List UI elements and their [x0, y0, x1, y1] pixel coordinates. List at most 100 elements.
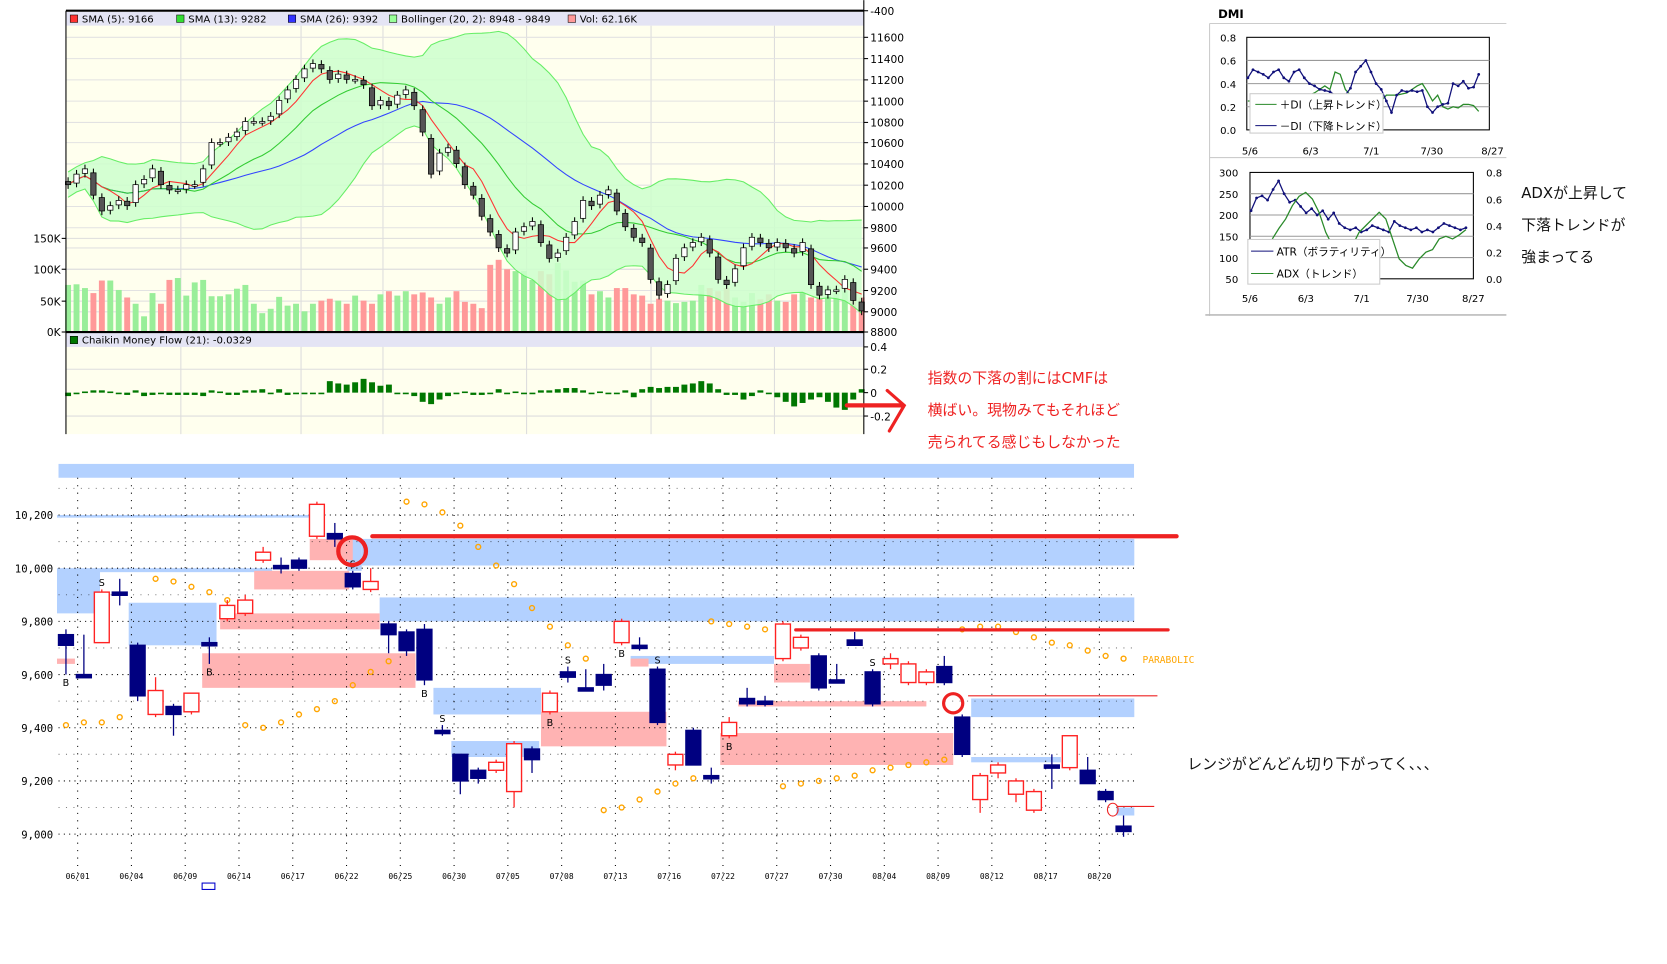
candle-body — [846, 639, 863, 646]
cmf-bar — [98, 390, 105, 393]
minus-di-point — [1441, 103, 1445, 106]
cmf-bar — [681, 384, 688, 393]
volume-tick-label: 150K — [33, 233, 61, 246]
volume-bar — [301, 311, 308, 333]
dmi-note-line-3: 強まってる — [1521, 248, 1594, 266]
atr-point — [1249, 209, 1253, 213]
y-left-tick-label: 100 — [1219, 254, 1238, 265]
volume-bar — [419, 292, 426, 333]
y-left-tick-label: 300 — [1219, 169, 1238, 180]
cmf-bar — [259, 389, 266, 393]
cmf-bar — [808, 392, 814, 400]
volume-bar — [487, 264, 494, 333]
support-zone — [309, 538, 353, 561]
parabolic-dot — [439, 509, 446, 516]
parabolic-dot — [1120, 655, 1127, 662]
volume-bar — [385, 291, 392, 333]
cmf-bar — [183, 392, 190, 395]
candle-body — [344, 572, 361, 588]
cmf-legend: Chaikin Money Flow (21): -0.0329 — [82, 336, 252, 347]
cmf-bar — [402, 392, 409, 395]
candle-body — [107, 205, 114, 211]
cmf-tick-label: -0.2 — [870, 410, 891, 423]
candle-body — [541, 692, 559, 713]
bollinger-upper — [67, 30, 862, 223]
volume-bar — [98, 280, 105, 333]
candle-body — [537, 224, 544, 243]
cmf-bar — [757, 390, 764, 393]
candle-body — [360, 79, 367, 86]
signal-buy: B — [421, 689, 428, 700]
y-right-tick-label: 0.4 — [1486, 222, 1502, 233]
cmf-bar — [647, 386, 654, 393]
atr-point — [1304, 211, 1308, 215]
cmf-bar — [293, 392, 299, 395]
candle-body — [368, 87, 376, 107]
y-tick-label: 9,600 — [21, 669, 53, 682]
y-tick-label: 0.4 — [1220, 80, 1236, 91]
legend-entry: SMA (13): 9282 — [188, 14, 266, 25]
cmf-bar — [529, 392, 536, 395]
x-tick-label: 07/16 — [657, 872, 681, 881]
candle-body — [989, 764, 1007, 774]
volume-bar — [495, 259, 502, 333]
parabolic-dot — [815, 777, 822, 785]
highlight-circle-2 — [942, 692, 965, 715]
cmf-bar — [723, 392, 730, 395]
candle-body — [57, 633, 75, 646]
scroll-marker[interactable] — [201, 882, 216, 890]
candle-body — [529, 221, 536, 227]
cmf-bar — [343, 384, 350, 393]
cmf-bar — [748, 392, 755, 397]
cmf-bars — [65, 378, 865, 410]
cmf-bar — [115, 392, 122, 395]
volume-bar — [597, 291, 603, 333]
candle-body — [200, 168, 207, 183]
atr-point — [1376, 226, 1380, 230]
parabolic-dot — [923, 759, 930, 766]
cmf-bar — [157, 392, 164, 395]
x-tick-label: 07/22 — [711, 872, 735, 881]
cmf-bar — [191, 392, 198, 395]
candle-body — [571, 221, 578, 236]
cmf-legend-band — [65, 333, 864, 347]
volume-bar — [208, 296, 215, 333]
cmf-bar — [174, 392, 181, 395]
minus-di-point — [1395, 93, 1399, 97]
cmf-bar — [250, 390, 257, 393]
candle-body — [165, 705, 182, 716]
parabolic-dot — [403, 498, 410, 505]
candle-body — [201, 641, 218, 647]
parabolic-dot — [152, 575, 159, 582]
legend-entry: ADX（トレンド） — [1277, 268, 1363, 281]
candle-body — [250, 121, 257, 124]
x-tick-label: 08/17 — [1034, 872, 1058, 881]
candle-body — [1079, 769, 1096, 785]
atr-point — [1288, 200, 1292, 204]
candle-body — [81, 168, 89, 174]
x-tick-label: 07/30 — [819, 872, 843, 881]
candle-body — [124, 200, 131, 207]
candle-body — [276, 100, 283, 115]
legend-entry: Vol: 62.16K — [580, 14, 638, 25]
dmi-note-line-1: ADXが上昇して — [1521, 184, 1627, 202]
y-tick-label: 10,000 — [15, 562, 53, 575]
candle-body — [326, 532, 343, 540]
candle-body — [419, 109, 426, 133]
candle-body — [808, 248, 815, 286]
parabolic-dot — [170, 578, 177, 585]
volume-bar — [605, 297, 612, 333]
x-tick-label: 08/09 — [926, 872, 950, 881]
candle-body — [73, 173, 80, 184]
volume-bar — [715, 291, 722, 333]
dmi-upper-plot: 0.8 0.6 0.4 0.2 0.0 5/6 6/3 7/1 7/30 8/27 ＋DI（上昇トレ… — [1220, 34, 1504, 158]
atr-point — [1343, 226, 1347, 230]
resistance-zone — [971, 698, 1135, 718]
volume-bar — [748, 293, 755, 333]
resistance-zone — [630, 655, 775, 664]
price-tick-label: 10600 — [870, 137, 904, 150]
volume-bar — [411, 294, 418, 333]
parabolic-dot — [331, 698, 338, 705]
cmf-bar — [200, 392, 207, 397]
candle-body — [318, 64, 325, 70]
